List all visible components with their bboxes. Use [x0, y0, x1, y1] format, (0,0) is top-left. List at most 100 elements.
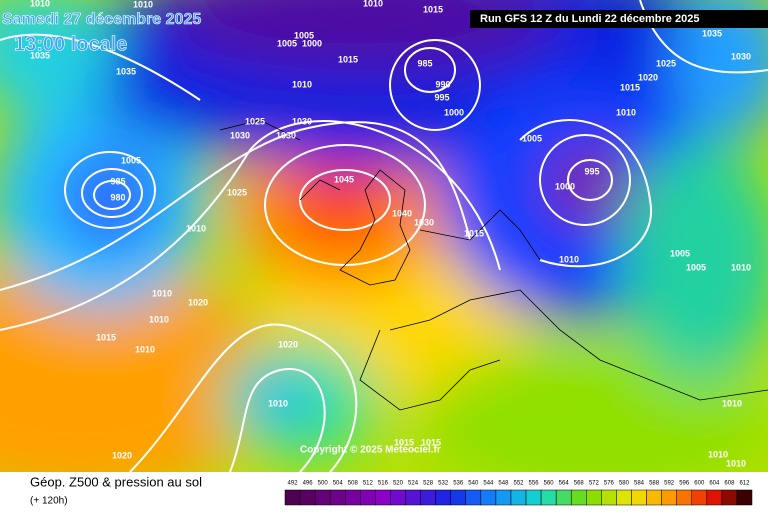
date: Samedi 27 décembre 2025 [2, 11, 201, 28]
legend-swatch [405, 489, 421, 506]
isobar-label: 1010 [152, 288, 172, 298]
legend-swatch [390, 489, 406, 506]
legend-swatch [601, 489, 617, 506]
legend-label: 496 [303, 481, 314, 487]
legend-swatch [616, 489, 632, 506]
isobar-label: 1030 [276, 130, 296, 140]
isobar-label: 985 [110, 176, 125, 186]
legend-swatch [721, 489, 738, 506]
legend-swatch [736, 489, 753, 506]
isobar-label: 1015 [421, 437, 441, 447]
legend-swatch [540, 489, 557, 506]
isobar-label: 995 [434, 92, 449, 102]
isobar-label: 1005 [686, 262, 706, 272]
isobar-label: 1005 [294, 30, 314, 40]
isobar-label: 1020 [638, 72, 658, 82]
legend-swatch [555, 489, 572, 506]
legend-swatch [329, 489, 346, 506]
legend-label: 568 [574, 481, 585, 487]
footer-subtitle: (+ 120h) [30, 496, 68, 507]
legend-swatch [691, 489, 708, 506]
legend-label: 572 [589, 481, 600, 487]
legend-label: 608 [724, 481, 735, 487]
legend-swatch [706, 489, 723, 506]
isobar-label: 995 [584, 166, 599, 176]
legend-label: 500 [318, 481, 329, 487]
legend-label: 612 [739, 481, 750, 487]
isobar-label: 1010 [726, 458, 746, 468]
legend-swatch [480, 489, 497, 506]
isobar-label: 1015 [96, 332, 116, 342]
legend-label: 604 [709, 481, 720, 487]
isobar-label: 1015 [338, 54, 358, 64]
isobar-label: 1005 [277, 38, 297, 48]
isobar-label: 1010 [133, 0, 153, 9]
isobar-label: 1035 [702, 28, 722, 38]
legend-label: 540 [468, 481, 479, 487]
isobar-label: 1000 [555, 181, 575, 191]
legend-label: 600 [694, 481, 705, 487]
legend-label: 576 [604, 481, 615, 487]
isobar-label: 1015 [620, 82, 640, 92]
legend-swatch [661, 489, 677, 506]
legend-label: 524 [408, 481, 419, 487]
isobar-label: 1030 [731, 51, 751, 61]
isobar-label: 1010 [363, 0, 383, 8]
legend-swatch [495, 489, 512, 506]
isobar-label: 985 [417, 58, 432, 68]
isobar-label: 1015 [423, 4, 443, 14]
legend-label: 556 [529, 481, 540, 487]
time: 13:00 locale [14, 33, 127, 55]
legend-label: 512 [363, 481, 374, 487]
legend-swatch [345, 489, 361, 506]
isobar-label: 1040 [392, 208, 412, 218]
footer-title: Géop. Z500 & pression au sol [30, 474, 202, 489]
isobar-label: 1020 [278, 339, 298, 349]
isobar-label: 1010 [149, 314, 169, 324]
isobar-label: 1005 [522, 133, 542, 143]
legend-label: 596 [679, 481, 690, 487]
legend-label: 516 [378, 481, 389, 487]
isobar-label: 1020 [112, 450, 132, 460]
isobar-label: 1025 [245, 116, 265, 126]
legend-label: 548 [498, 481, 509, 487]
legend-swatch [570, 489, 587, 506]
legend-swatch [299, 489, 316, 506]
legend: 492 496 500 504 508 512 516 520 524 528 532 536 540 5… [284, 481, 753, 506]
legend-swatch [375, 489, 391, 506]
isobar-label: 1045 [334, 174, 354, 184]
isobar-label: 1015 [464, 228, 484, 238]
isobar-label: 1010 [731, 262, 751, 272]
run: Run GFS 12 Z du Lundi 22 décembre 2025 [480, 13, 699, 25]
legend-label: 532 [438, 481, 449, 487]
isobar-label: 1025 [656, 58, 676, 68]
legend-label: 504 [333, 481, 344, 487]
legend-swatch [450, 489, 467, 506]
coastlines [219, 119, 768, 411]
legend-label: 544 [483, 481, 494, 487]
isobar-label: 1000 [302, 38, 322, 48]
isobar-label: 1015 [394, 437, 414, 447]
isobar-label: 1030 [230, 130, 250, 140]
isobar-label: 1005 [670, 248, 690, 258]
isobar-label: 1005 [121, 155, 141, 165]
legend-label: 588 [649, 481, 660, 487]
isobar-label: 1010 [722, 398, 742, 408]
legend-swatch [465, 489, 482, 506]
isobar-label: 1010 [268, 398, 288, 408]
field [0, 0, 768, 472]
isobar-label: 1010 [186, 223, 206, 233]
legend-swatch [435, 489, 451, 506]
isobar-label: 990 [435, 79, 450, 89]
legend-swatch [525, 489, 542, 506]
legend-swatch [676, 489, 692, 506]
legend-label: 492 [288, 481, 299, 487]
legend-swatch [586, 489, 602, 506]
legend-swatch [631, 489, 647, 506]
isobar-label: 1035 [30, 50, 50, 60]
legend-label: 528 [423, 481, 434, 487]
legend-label: 552 [513, 481, 524, 487]
